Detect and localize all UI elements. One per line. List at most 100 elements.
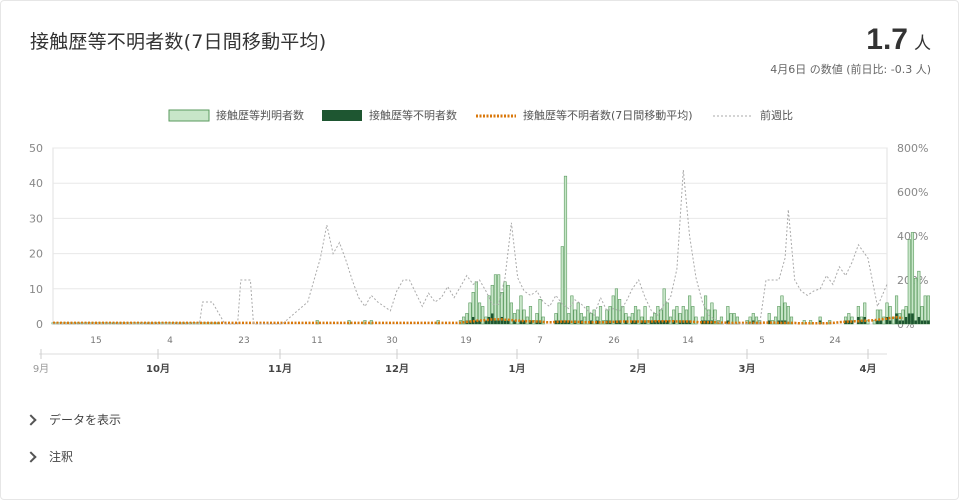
bar-unknown xyxy=(860,320,863,324)
y-left-tick-label: 30 xyxy=(29,212,43,225)
bar-unknown xyxy=(487,316,491,324)
legend: 接触歴等判明者数 接触歴等不明者数 接触歴等不明者数(7日間移動平均) 前週比 xyxy=(168,108,793,122)
show-data-label: データを表示 xyxy=(49,413,122,427)
bar-known xyxy=(926,295,930,325)
bar-unknown xyxy=(726,320,730,324)
bar-known xyxy=(694,316,698,325)
current-value: 1.7 人 xyxy=(866,23,931,57)
y-left-tick-label: 10 xyxy=(29,283,43,296)
lines xyxy=(53,169,904,325)
chevron-right-icon xyxy=(25,450,37,463)
bar-unknown xyxy=(908,313,911,324)
bar-known xyxy=(462,316,466,325)
y-left-tick-label: 20 xyxy=(29,248,43,261)
bar-unknown xyxy=(911,313,914,324)
x-month-label: 10月 xyxy=(146,363,170,375)
bar-known xyxy=(563,175,568,325)
bar-known xyxy=(703,295,708,325)
bar-unknown xyxy=(923,320,927,324)
bar-known xyxy=(493,274,498,325)
bar-unknown xyxy=(589,320,593,324)
y-axis-left: 50 40 30 20 10 0 xyxy=(29,142,43,331)
x-month-label: 1月 xyxy=(509,363,526,375)
x-tick-label: 19 xyxy=(460,336,472,346)
y-left-tick-label: 50 xyxy=(29,142,43,155)
current-value-subtext: 4月6日 の数値 (前日比: -0.3 人) xyxy=(770,63,931,76)
bar-known xyxy=(719,316,724,325)
bar-unknown xyxy=(557,320,561,324)
x-month-label: 11月 xyxy=(268,363,292,375)
y-right-tick-label: 600% xyxy=(897,186,928,199)
show-data-expander[interactable]: データを表示 xyxy=(25,411,122,428)
bar-unknown xyxy=(596,320,599,324)
bar-known xyxy=(688,295,692,325)
x-tick-label: 15 xyxy=(90,336,101,346)
bar-unknown xyxy=(475,320,478,324)
bar-unknown xyxy=(879,320,882,324)
bar-unknown xyxy=(898,320,902,324)
bar-known xyxy=(586,306,590,325)
current-value-unit: 人 xyxy=(914,34,931,53)
y-right-tick-label: 800% xyxy=(897,142,928,155)
bar-unknown xyxy=(701,320,704,324)
bar-unknown xyxy=(914,320,917,324)
x-tick-label: 5 xyxy=(759,336,765,346)
legend-label-unknown: 接触歴等不明者数 xyxy=(369,108,457,122)
x-axis: 15 4 23 11 30 19 7 26 14 5 24 9月 10月 11月 12月 1月 2月 3月 4月 xyxy=(33,336,887,375)
plot-frame xyxy=(52,147,888,325)
line-ratio xyxy=(53,169,888,325)
x-month-label: 4月 xyxy=(860,363,877,375)
x-month-label: 12月 xyxy=(385,363,409,375)
bar-unknown xyxy=(662,320,666,324)
bar-unknown xyxy=(494,320,497,324)
notes-expander[interactable]: 注釈 xyxy=(25,448,73,465)
bar-unknown xyxy=(844,320,847,324)
x-tick-label: 26 xyxy=(608,336,620,346)
current-value-number: 1.7 xyxy=(866,23,908,56)
combo-chart: 接触歴等判明者数 接触歴等不明者数 接触歴等不明者数(7日間移動平均) 前週比 … xyxy=(29,108,930,375)
bar-unknown xyxy=(904,316,908,324)
y-left-tick-label: 40 xyxy=(29,177,43,190)
bar-known xyxy=(780,295,784,325)
legend-swatch-known xyxy=(168,109,210,122)
bar-known xyxy=(872,320,876,325)
bar-known xyxy=(474,281,478,325)
bar-unknown xyxy=(901,320,905,324)
y-axis-right: 800%600%400%200%0% xyxy=(897,142,928,331)
x-tick-label: 30 xyxy=(386,336,398,346)
x-tick-label: 14 xyxy=(682,336,694,346)
bar-unknown xyxy=(484,320,488,324)
bar-known xyxy=(576,302,580,325)
bar-unknown xyxy=(656,320,660,324)
bar-known xyxy=(882,316,886,325)
bar-unknown xyxy=(917,316,921,324)
legend-label-known: 接触歴等判明者数 xyxy=(216,108,304,122)
bar-known xyxy=(662,288,666,325)
legend-label-avg: 接触歴等不明者数(7日間移動平均) xyxy=(523,108,693,122)
bar-known xyxy=(598,306,603,325)
bar-known xyxy=(509,302,513,325)
bar-known xyxy=(541,316,545,325)
legend-swatch-unknown xyxy=(322,110,362,121)
bar-unknown xyxy=(704,320,707,324)
bar-unknown xyxy=(631,320,634,324)
bar-known xyxy=(910,232,915,325)
bar-unknown xyxy=(659,320,663,324)
bar-known xyxy=(516,309,520,325)
bar-known xyxy=(560,246,564,325)
bar-known xyxy=(503,281,507,325)
bar-known xyxy=(570,295,574,325)
bar-known xyxy=(675,306,679,325)
bar-unknown xyxy=(497,320,500,324)
bar-known xyxy=(691,306,695,325)
line-avg xyxy=(53,316,904,325)
x-month-label: 9月 xyxy=(33,363,49,375)
bar-known xyxy=(497,274,501,325)
bar-unknown xyxy=(519,320,523,324)
x-month-label: 2月 xyxy=(630,363,647,375)
bar-known xyxy=(923,295,927,325)
bar-unknown xyxy=(624,320,628,324)
bar-known xyxy=(614,288,619,325)
bar-unknown xyxy=(666,320,669,324)
